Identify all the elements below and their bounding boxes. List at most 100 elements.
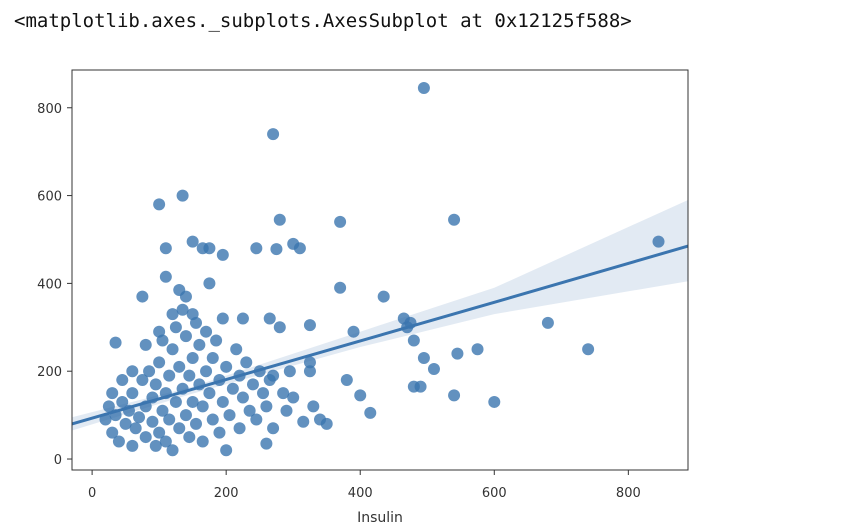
point [220, 360, 233, 373]
point [243, 404, 256, 417]
point [303, 365, 316, 378]
regression-line [71, 244, 689, 426]
point [240, 356, 253, 369]
point [126, 387, 139, 400]
point [270, 243, 283, 256]
point [250, 242, 263, 255]
point [139, 431, 152, 444]
y-tick-label: 200 [37, 365, 62, 380]
point [226, 382, 239, 395]
point [149, 378, 162, 391]
point [169, 395, 182, 408]
point [186, 352, 199, 365]
point [407, 334, 420, 347]
point [297, 415, 310, 428]
x-tick-label: 600 [482, 486, 507, 501]
point [136, 373, 149, 386]
point [163, 369, 176, 382]
x-tick-label: 800 [616, 486, 641, 501]
point [203, 387, 216, 400]
point [179, 330, 192, 343]
x-tick-label: 0 [88, 486, 96, 501]
point [203, 277, 216, 290]
point [397, 312, 410, 325]
point [236, 391, 249, 404]
point [246, 378, 259, 391]
point [176, 303, 189, 316]
point [236, 312, 249, 325]
point [230, 343, 243, 356]
point [196, 435, 209, 448]
point [159, 435, 172, 448]
point [250, 413, 263, 426]
point [280, 404, 293, 417]
point [106, 426, 119, 439]
point [200, 365, 213, 378]
point [163, 413, 176, 426]
point [307, 400, 320, 413]
y-tick-label: 0 [54, 453, 62, 468]
point [109, 336, 122, 349]
point [267, 369, 280, 382]
point [112, 435, 125, 448]
point [149, 439, 162, 452]
point [213, 426, 226, 439]
point [216, 248, 229, 261]
point [133, 411, 146, 424]
point [196, 400, 209, 413]
point [166, 444, 179, 457]
point [652, 235, 665, 248]
point [287, 391, 300, 404]
point [183, 431, 196, 444]
point [216, 312, 229, 325]
point [273, 213, 286, 226]
point [173, 360, 186, 373]
point [193, 338, 206, 351]
point [541, 316, 554, 329]
point [179, 290, 192, 303]
point [183, 369, 196, 382]
point [102, 400, 115, 413]
point [176, 189, 189, 202]
point [488, 395, 501, 408]
point [364, 406, 377, 419]
point [273, 321, 286, 334]
point [159, 270, 172, 283]
point [293, 242, 306, 255]
point [257, 387, 270, 400]
point [417, 352, 430, 365]
point [267, 422, 280, 435]
point [173, 422, 186, 435]
y-tick-label: 400 [37, 277, 62, 292]
point [427, 363, 440, 376]
point [303, 356, 316, 369]
point [260, 437, 273, 450]
point [169, 321, 182, 334]
point [210, 334, 223, 347]
y-tick-label: 800 [37, 102, 62, 117]
point [216, 395, 229, 408]
point [179, 409, 192, 422]
point [354, 389, 367, 402]
point [136, 290, 149, 303]
point [260, 400, 273, 413]
point [166, 343, 179, 356]
point [267, 128, 280, 141]
point [220, 444, 233, 457]
point [448, 213, 461, 226]
x-tick-label: 200 [214, 486, 239, 501]
point [263, 312, 276, 325]
point [190, 417, 203, 430]
point [303, 319, 316, 332]
point [283, 365, 296, 378]
x-axis-label: Insulin [357, 510, 403, 526]
point [206, 352, 219, 365]
point [314, 413, 327, 426]
point [377, 290, 390, 303]
point [340, 373, 353, 386]
point [414, 380, 427, 393]
y-tick-label: 600 [37, 190, 62, 205]
point [153, 325, 166, 338]
point [200, 325, 213, 338]
